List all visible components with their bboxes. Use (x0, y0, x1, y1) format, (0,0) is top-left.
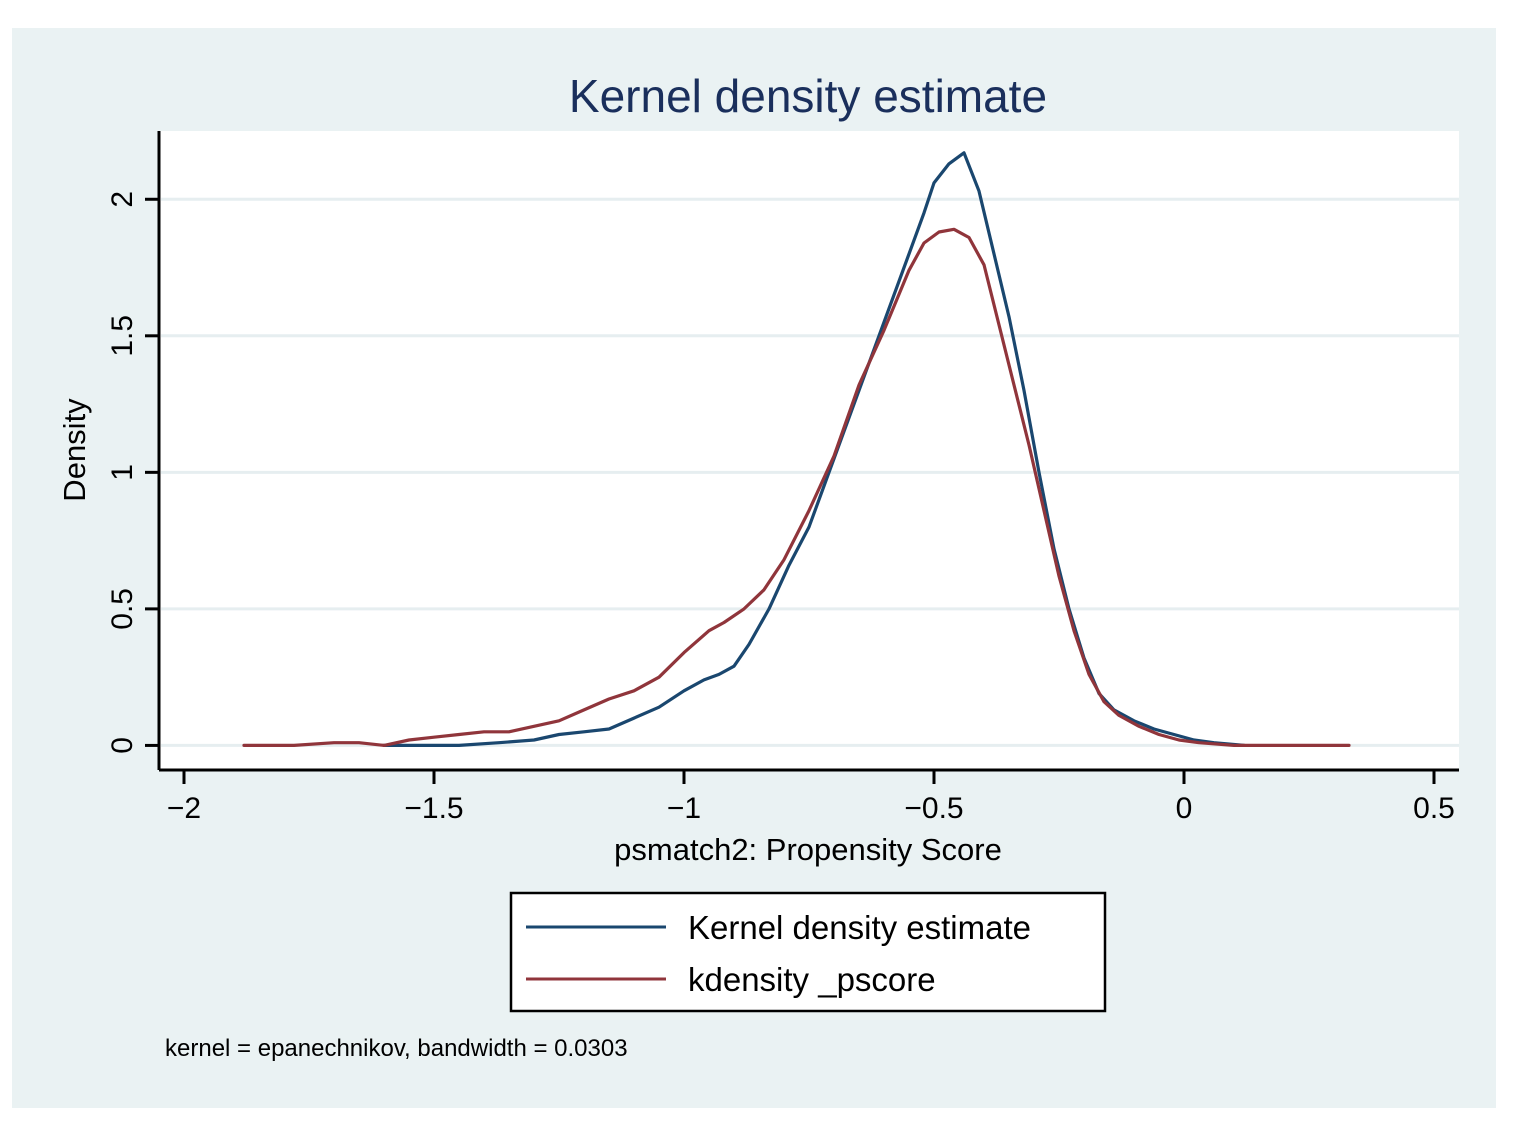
legend-label-kernel-density: Kernel density estimate (688, 909, 1031, 946)
chart-title: Kernel density estimate (569, 70, 1047, 122)
legend-box (509, 891, 1107, 1013)
y-tick-label: 2 (106, 191, 139, 208)
x-tick-label: −1 (667, 792, 701, 825)
chart-svg: Kernel density estimate 0 0.5 1 1.5 2 −2 −1.5… (57, 70, 1459, 1062)
legend-label-kdensity-pscore: kdensity _pscore (688, 961, 936, 998)
legend: Kernel density estimate kdensity _pscore (509, 891, 1107, 1013)
series-line-kdensity-pscore (242, 227, 1351, 748)
y-tick-label: 0.5 (106, 588, 139, 630)
y-axis-label: Density (57, 398, 92, 502)
plot-area (159, 131, 1459, 771)
x-tick-label: 0 (1176, 792, 1193, 825)
x-tick-label: −1.5 (404, 792, 463, 825)
series-lines (242, 151, 1351, 748)
x-tick-label: −2 (167, 792, 201, 825)
x-tick-label: −0.5 (904, 792, 963, 825)
x-tick-label: 0.5 (1413, 792, 1455, 825)
y-tick-label: 1.5 (106, 315, 139, 357)
chart-background: Kernel density estimate 0 0.5 1 1.5 2 −2 −1.5… (12, 28, 1496, 1108)
y-axis-ticks: 0 0.5 1 1.5 2 (106, 191, 159, 754)
x-axis-ticks: −2 −1.5 −1 −0.5 0 0.5 (167, 770, 1455, 825)
y-tick-label: 1 (106, 464, 139, 481)
y-tick-label: 0 (106, 737, 139, 754)
chart-note: kernel = epanechnikov, bandwidth = 0.030… (165, 1035, 628, 1062)
x-axis-label: psmatch2: Propensity Score (614, 832, 1002, 867)
